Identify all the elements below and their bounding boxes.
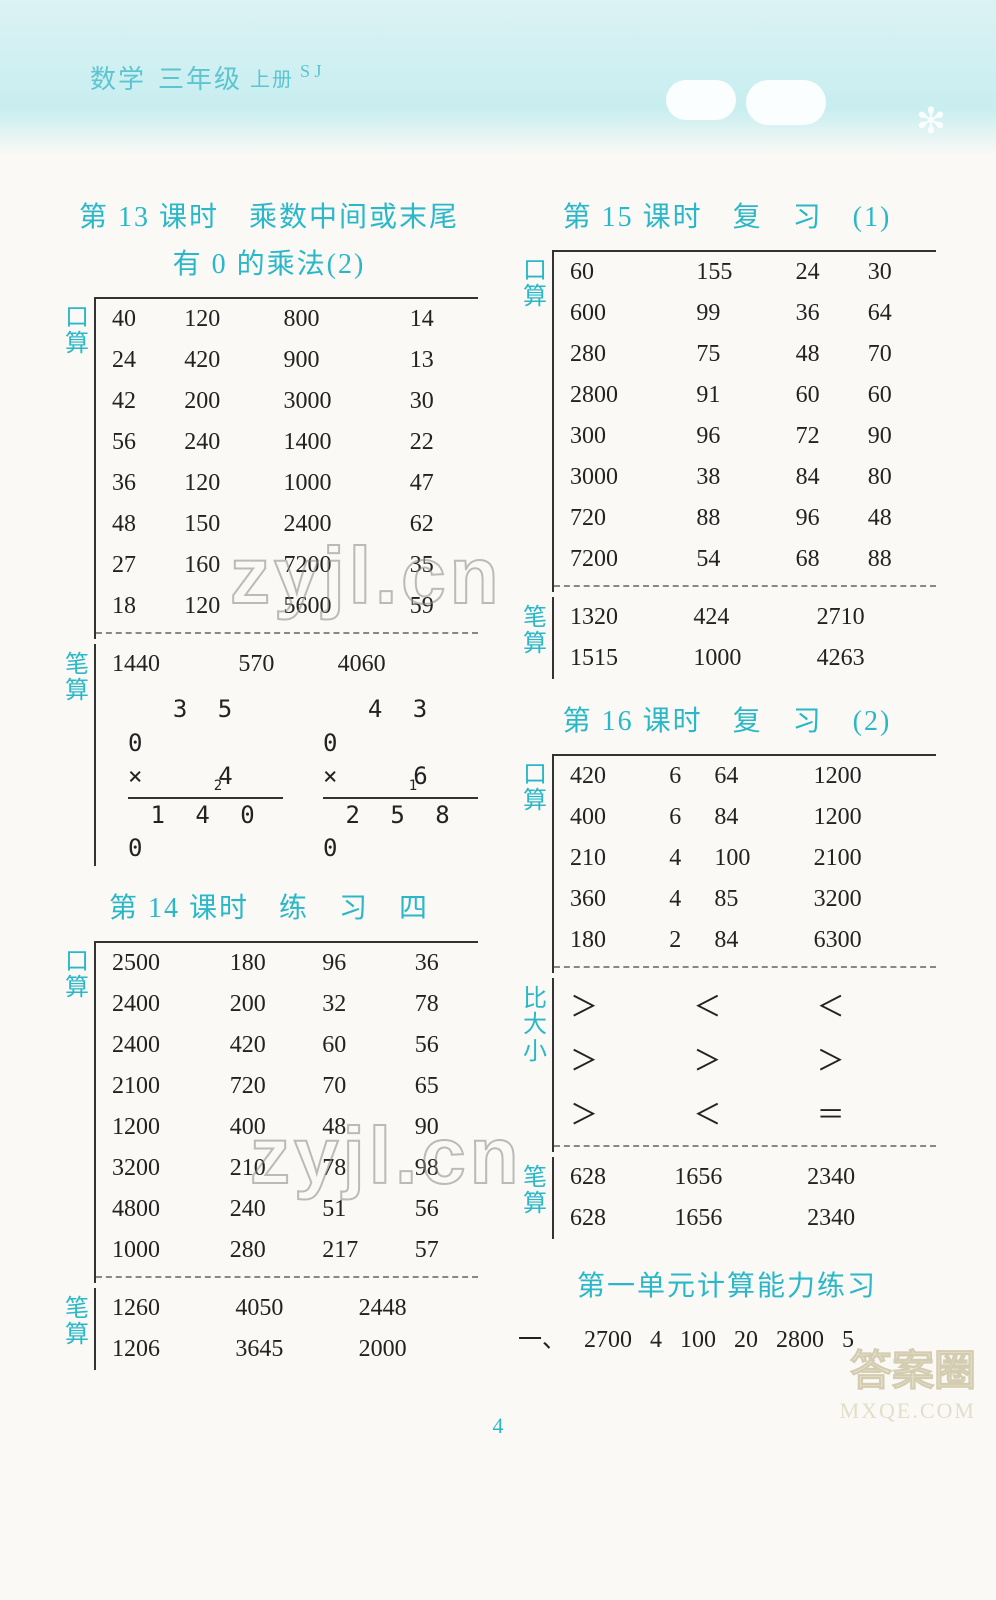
bisuan-label: 笔算 xyxy=(60,644,94,866)
multiplication-work: 3 5 0 × 24 1 4 0 0 4 3 0 × 16 2 5 8 0 xyxy=(108,693,478,866)
s15-bisuan-block: 笔算 13204242710 151510004263 xyxy=(518,597,936,679)
banner-volume: 上册 xyxy=(250,63,294,92)
s15-bisuan-table: 13204242710 151510004263 xyxy=(566,597,936,679)
banner-subject: 数学 xyxy=(90,59,146,96)
section-14-title: 第 14 课时 练 习 四 xyxy=(60,886,478,926)
s14-bisuan-table: 126040502448 120636452000 xyxy=(108,1288,478,1370)
s16-bisuan-table: 62816562340 62816562340 xyxy=(566,1157,936,1239)
s14-bisuan-block: 笔算 126040502448 120636452000 xyxy=(60,1288,478,1370)
bisuan-label: 笔算 xyxy=(60,1288,94,1370)
compare-label: 比大小 xyxy=(518,978,552,1152)
banner-grade: 三年级 xyxy=(158,59,242,96)
section-13-title-line2: 有 0 的乘法(2) xyxy=(60,242,478,282)
bisuan-label: 笔算 xyxy=(518,1157,552,1239)
section-13-title-line1: 第 13 课时 乘数中间或末尾 xyxy=(60,195,478,235)
page-banner: 数学 三年级 上册 S J ✻ xyxy=(0,0,996,155)
s16-kousuan-table: 4206641200 4006841200 21041002100 360485… xyxy=(566,756,936,961)
cloud-icon xyxy=(666,80,736,120)
s15-kousuan-block: 口算 601552430 600993664 280754870 2800916… xyxy=(518,250,936,592)
s16-bisuan-block: 笔算 62816562340 62816562340 xyxy=(518,1157,936,1239)
s16-kousuan-block: 口算 4206641200 4006841200 21041002100 360… xyxy=(518,754,936,973)
section-16-title: 第 16 课时 复 习 (2) xyxy=(518,699,936,739)
s14-kousuan-block: 口算 25001809636 24002003278 24004206056 2… xyxy=(60,941,478,1283)
corner-watermark: 答案圈 MXQE.COM xyxy=(840,1337,976,1424)
left-column: 第 13 课时 乘数中间或末尾 有 0 的乘法(2) 口算 4012080014… xyxy=(60,175,478,1375)
cloud-icon xyxy=(746,80,826,125)
kousuan-label: 口算 xyxy=(60,941,94,1283)
corner-watermark-bottom: MXQE.COM xyxy=(840,1398,976,1424)
s13-kousuan-block: 口算 4012080014 2442090013 42200300030 562… xyxy=(60,297,478,639)
s15-kousuan-table: 601552430 600993664 280754870 2800916060… xyxy=(566,252,936,580)
banner-sj: S J xyxy=(300,61,322,82)
s14-kousuan-table: 25001809636 24002003278 24004206056 2100… xyxy=(108,943,478,1271)
s16-compare-block: 比大小 ＞＜＜ ＞＞＞ ＞＜＝ xyxy=(518,978,936,1152)
content-area: 第 13 课时 乘数中间或末尾 有 0 的乘法(2) 口算 4012080014… xyxy=(0,155,996,1405)
right-column: 第 15 课时 复 习 (1) 口算 601552430 600993664 2… xyxy=(518,175,936,1375)
kousuan-label: 口算 xyxy=(60,297,94,639)
s13-bisuan-block: 笔算 1440 570 4060 3 5 0 × 24 1 4 0 0 4 xyxy=(60,644,478,866)
bisuan-label: 笔算 xyxy=(518,597,552,679)
kousuan-label: 口算 xyxy=(518,754,552,973)
s16-compare-table: ＞＜＜ ＞＞＞ ＞＜＝ xyxy=(566,978,936,1140)
unit-practice-title: 第一单元计算能力练习 xyxy=(518,1264,936,1304)
unit-practice-prefix: 一、 xyxy=(518,1319,566,1354)
snowflake-icon: ✻ xyxy=(916,100,946,142)
section-15-title: 第 15 课时 复 习 (1) xyxy=(518,195,936,235)
s13-kousuan-table: 4012080014 2442090013 42200300030 562401… xyxy=(108,299,478,627)
kousuan-label: 口算 xyxy=(518,250,552,592)
corner-watermark-top: 答案圈 xyxy=(840,1337,976,1398)
